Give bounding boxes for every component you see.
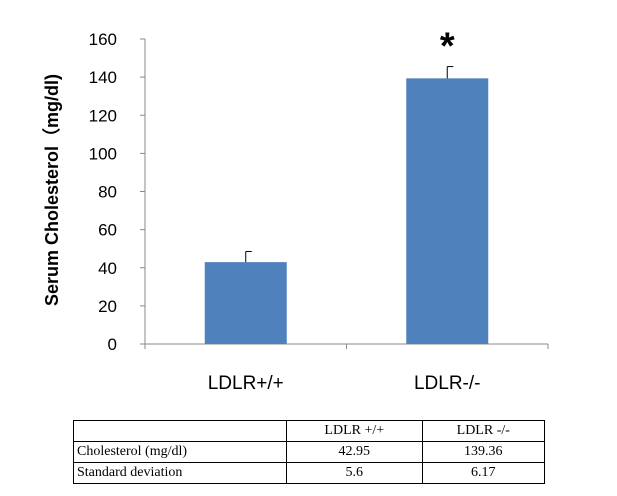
- table-header-cell: LDLR +/+: [286, 420, 423, 442]
- table-header-cell: [73, 420, 287, 442]
- y-tick-label: 160: [89, 30, 117, 49]
- y-tick-label: 120: [89, 106, 117, 125]
- table-header-row: LDLR +/+ LDLR -/-: [73, 420, 546, 442]
- y-tick-label: 40: [98, 259, 117, 278]
- table-header-cell: LDLR -/-: [421, 420, 546, 442]
- bars: [204, 78, 489, 344]
- table-cell: 6.17: [421, 462, 546, 484]
- x-axis: LDLR+/+ LDLR-/-: [144, 343, 549, 394]
- table-cell: 5.6: [286, 462, 423, 484]
- x-tick-label: LDLR+/+: [208, 373, 284, 394]
- significance-marker: *: [440, 26, 455, 68]
- error-bars: [245, 66, 454, 263]
- y-tick-label: 140: [89, 68, 117, 87]
- x-tick-label: LDLR-/-: [414, 373, 481, 394]
- bar: [204, 262, 287, 344]
- table-row: Cholesterol (mg/dl) 42.95 139.36: [73, 441, 546, 463]
- row-label: Cholesterol (mg/dl): [73, 441, 287, 463]
- y-tick-label: 60: [98, 221, 117, 240]
- y-tick-label: 100: [89, 144, 117, 163]
- table-cell: 42.95: [286, 441, 423, 463]
- bar: [406, 78, 489, 344]
- y-axis-label: Serum Cholesterol（mg/dl): [42, 74, 62, 306]
- annotations: *: [440, 26, 455, 68]
- data-table: LDLR +/+ LDLR -/- Cholesterol (mg/dl) 42…: [73, 420, 546, 484]
- y-axis: 0 20 40 60 80 100 120 140 160: [89, 30, 146, 354]
- bar-chart: 0 20 40 60 80 100 120 140 160 LDLR+/+ LDLR-/- * S…: [42, 26, 549, 394]
- table-row: Standard deviation 5.6 6.17: [73, 462, 546, 484]
- y-tick-label: 20: [98, 297, 117, 316]
- table-cell: 139.36: [421, 441, 546, 463]
- row-label: Standard deviation: [73, 462, 287, 484]
- y-tick-label: 0: [108, 335, 117, 354]
- y-tick-label: 80: [98, 183, 117, 202]
